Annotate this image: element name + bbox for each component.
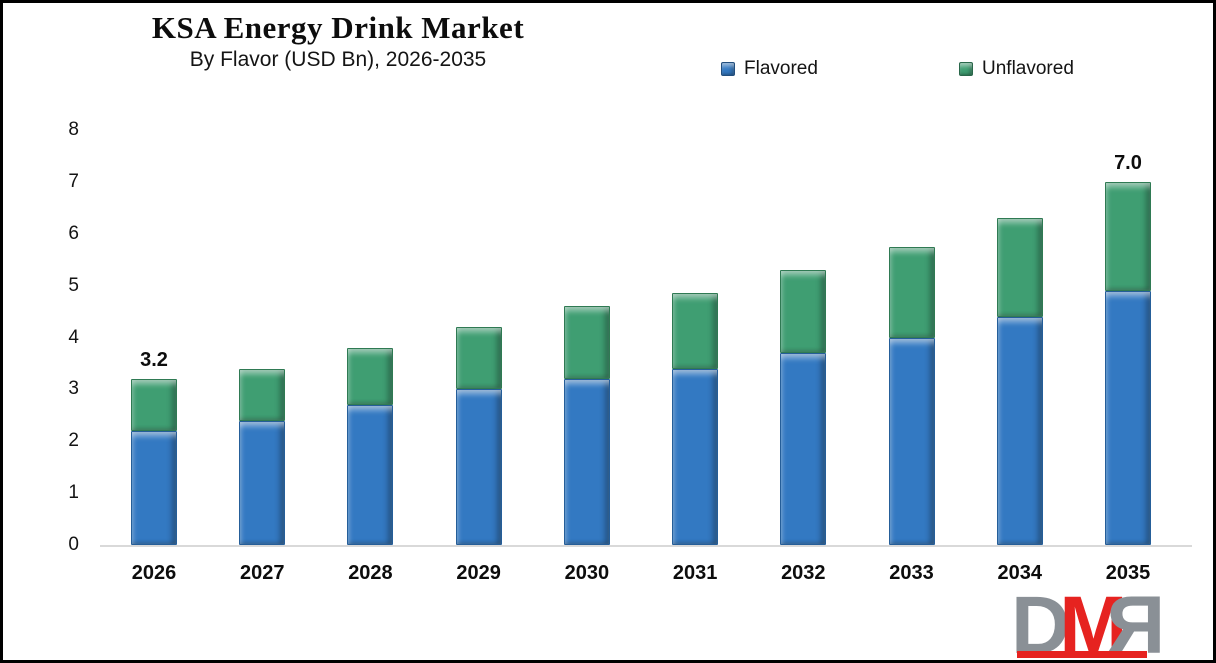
x-axis-line: [100, 545, 1192, 547]
logo-letter-m: M: [1059, 580, 1127, 663]
y-axis-tick-label: 4: [68, 326, 79, 348]
bar-segment-flavored: [780, 353, 827, 545]
bar-segment-unflavored: [563, 306, 610, 379]
bar-segment-unflavored: [888, 246, 935, 338]
dmr-logo-text: DMR: [1011, 580, 1165, 663]
bar-segment-flavored: [455, 389, 502, 545]
x-axis-category-label: 2029: [456, 562, 501, 584]
legend-item-flavored: Flavored: [721, 58, 818, 80]
bar-segment-unflavored: [131, 379, 177, 431]
x-axis-category-label: 2034: [997, 562, 1043, 584]
x-axis-category-label: 2027: [239, 562, 285, 584]
bar-segment-unflavored: [455, 327, 502, 390]
x-axis-category-label: 2028: [348, 562, 393, 584]
bar-segment-unflavored: [672, 293, 719, 369]
y-axis-tick-label: 2: [68, 430, 79, 452]
legend-marker-flavored-icon: [721, 62, 735, 76]
chart-subtitle: By Flavor (USD Bn), 2026-2035: [189, 48, 487, 72]
y-axis-tick-label: 7: [68, 170, 79, 192]
bar-total-label: 7.0: [1114, 151, 1142, 174]
x-axis-category-label: 2031: [672, 562, 718, 584]
x-axis-category-label: 2026: [131, 562, 177, 584]
y-axis-tick-label: 8: [68, 119, 79, 140]
plot-area: 0 1 2 3 4 5 6 7 8 2026 2027 2028 2029 2030 2031 2032 203…: [3, 3, 1213, 660]
bar-segment-flavored: [347, 404, 394, 545]
title-block: KSA Energy Drink Market By Flavor (USD B…: [83, 9, 593, 72]
bar-segment-flavored: [131, 430, 177, 545]
bar-segment-unflavored: [780, 270, 827, 354]
legend-item-unflavored: Unflavored: [959, 58, 1074, 80]
legend-marker-unflavored-icon: [959, 62, 973, 76]
bar-segment-flavored: [1104, 290, 1151, 545]
x-axis-category-label: 2033: [889, 562, 934, 584]
bar-segment-flavored: [888, 337, 935, 545]
bar-segment-unflavored: [996, 218, 1043, 317]
legend-label-unflavored: Unflavored: [982, 58, 1074, 79]
y-axis-tick-label: 1: [68, 482, 79, 504]
bar-total-label: 3.2: [140, 349, 168, 371]
logo-red-bar: [1017, 651, 1147, 658]
y-axis-tick-label: 6: [68, 222, 79, 244]
bar-segment-flavored: [672, 368, 719, 545]
logo-letter-r: R: [1116, 580, 1165, 663]
legend-label-flavored: Flavored: [744, 58, 818, 79]
bar-segment-unflavored: [1104, 181, 1151, 291]
dmr-logo: DMR: [1011, 580, 1209, 663]
x-axis-category-label: 2032: [781, 562, 826, 584]
bar-segment-flavored: [563, 379, 610, 545]
x-axis-category-label: 2030: [564, 562, 610, 584]
bar-segment-flavored: [239, 420, 286, 545]
y-axis-tick-label: 5: [68, 274, 79, 296]
y-axis-tick-label: 3: [68, 378, 79, 400]
x-axis-category-label: 2035: [1105, 562, 1151, 584]
chart-title: KSA Energy Drink Market: [151, 10, 525, 45]
bar-segment-unflavored: [347, 347, 394, 405]
y-axis-tick-label: 0: [68, 534, 79, 555]
bar-segment-unflavored: [239, 368, 286, 421]
bar-segment-flavored: [996, 316, 1043, 545]
